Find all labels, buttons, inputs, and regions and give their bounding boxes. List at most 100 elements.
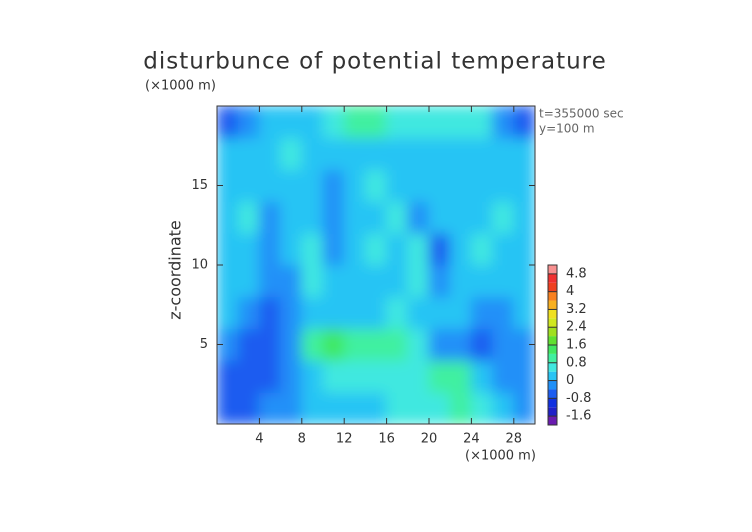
cell xyxy=(470,137,494,171)
cell xyxy=(386,328,409,361)
cell xyxy=(449,391,472,424)
cell xyxy=(258,359,282,393)
cell xyxy=(237,296,260,330)
cell xyxy=(492,328,515,361)
cell xyxy=(428,106,451,139)
cell xyxy=(258,106,282,139)
cell xyxy=(322,359,345,393)
cell xyxy=(237,264,260,298)
cell xyxy=(492,232,515,266)
cell xyxy=(280,391,303,424)
cell xyxy=(513,296,535,330)
x-tick-label: 20 xyxy=(421,432,438,447)
colorbar-tick-label: 1.6 xyxy=(566,338,587,353)
cell xyxy=(343,137,366,171)
cell xyxy=(386,106,409,139)
cell xyxy=(237,359,260,393)
cell xyxy=(386,169,409,202)
cell xyxy=(322,106,345,139)
cell xyxy=(301,328,324,361)
cell xyxy=(386,232,409,266)
cell xyxy=(407,137,430,171)
colorbar-box xyxy=(548,362,557,372)
cell xyxy=(428,359,451,393)
cell xyxy=(492,391,515,424)
cell xyxy=(258,232,282,266)
cell xyxy=(217,359,239,393)
cell xyxy=(322,391,345,424)
cell xyxy=(470,391,494,424)
cell xyxy=(301,137,324,171)
cell xyxy=(343,391,366,424)
cell xyxy=(258,391,282,424)
y-unit: (×1000 m) xyxy=(145,79,216,94)
cell xyxy=(407,328,430,361)
cell xyxy=(301,106,324,139)
cell xyxy=(449,200,472,234)
cell xyxy=(364,391,388,424)
cell xyxy=(343,296,366,330)
colorbar-box xyxy=(548,398,557,408)
cell xyxy=(217,391,239,424)
colorbar-box xyxy=(548,380,557,390)
cell xyxy=(407,359,430,393)
x-tick-label: 12 xyxy=(336,432,353,447)
cell xyxy=(364,169,388,202)
colorbar-box xyxy=(548,327,557,337)
cell xyxy=(492,137,515,171)
cell xyxy=(237,391,260,424)
cell xyxy=(407,200,430,234)
cell xyxy=(301,296,324,330)
x-tick-label: 28 xyxy=(506,432,523,447)
colorbar-box xyxy=(548,273,557,283)
cell xyxy=(449,169,472,202)
cell xyxy=(322,200,345,234)
cell xyxy=(322,169,345,202)
cell xyxy=(513,264,535,298)
colorbar-tick-label: 0 xyxy=(566,373,574,388)
cell xyxy=(470,200,494,234)
cell xyxy=(280,200,303,234)
cell xyxy=(280,328,303,361)
cell xyxy=(386,391,409,424)
colorbar-box xyxy=(548,345,557,354)
cell xyxy=(386,137,409,171)
cell xyxy=(280,264,303,298)
y-tick-label: 5 xyxy=(200,337,208,352)
cell xyxy=(386,359,409,393)
cell xyxy=(470,296,494,330)
colorbar-tick-label: -0.8 xyxy=(566,391,591,406)
cell xyxy=(492,106,515,139)
cell xyxy=(280,106,303,139)
colorbar-box xyxy=(548,318,557,328)
colorbar-tick-label: 4 xyxy=(566,284,574,299)
cell xyxy=(428,200,451,234)
heatmap xyxy=(217,106,535,424)
cell xyxy=(513,391,535,424)
cell xyxy=(407,296,430,330)
colorbar-box xyxy=(548,291,557,301)
cell xyxy=(513,359,535,393)
colorbar-tick-label: 3.2 xyxy=(566,302,587,317)
colorbar-box xyxy=(548,282,557,292)
cell xyxy=(407,106,430,139)
cell xyxy=(386,200,409,234)
cell xyxy=(492,296,515,330)
cell xyxy=(449,296,472,330)
cell xyxy=(280,359,303,393)
cell xyxy=(217,106,239,139)
colorbar-box xyxy=(548,371,557,381)
cell xyxy=(343,232,366,266)
cell xyxy=(449,232,472,266)
cell xyxy=(428,232,451,266)
cell xyxy=(280,232,303,266)
chart-title: disturbunce of potential temperature xyxy=(143,49,607,75)
colorbar-box xyxy=(548,407,557,417)
colorbar-box xyxy=(548,309,557,319)
cell xyxy=(386,296,409,330)
cell xyxy=(407,232,430,266)
cell xyxy=(470,328,494,361)
cell xyxy=(217,296,239,330)
colorbar-box xyxy=(548,265,557,274)
cell xyxy=(492,200,515,234)
